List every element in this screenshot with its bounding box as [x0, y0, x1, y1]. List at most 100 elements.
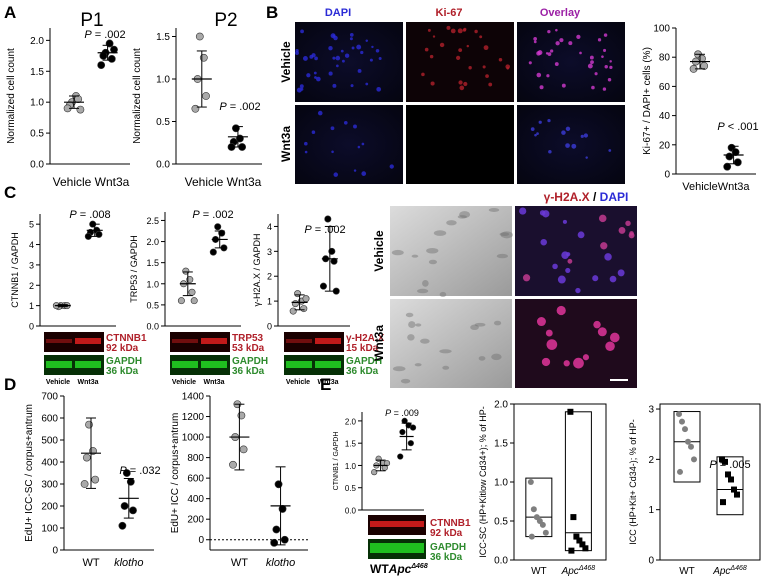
row-label-vehicle-b: Vehicle	[279, 41, 293, 83]
data-point	[682, 426, 688, 433]
lane-labels-e: WTApcΔ468	[370, 562, 428, 576]
dic-cell	[439, 291, 447, 298]
nucleus	[536, 72, 542, 78]
y-tick-label: 2.0	[494, 400, 508, 411]
nucleus	[317, 110, 323, 116]
panel-label-a: A	[4, 3, 16, 22]
lane-label: Vehicle	[172, 379, 196, 386]
data-point	[725, 152, 734, 161]
image-gh2ax-vehicle	[515, 206, 637, 296]
image-gh2ax-wnt3a	[515, 299, 637, 388]
data-point	[677, 468, 683, 475]
nucleus	[603, 33, 608, 37]
data-point	[129, 506, 137, 515]
data-point	[409, 424, 417, 431]
box	[673, 411, 701, 483]
nucleus	[533, 40, 537, 44]
data-point	[177, 297, 185, 305]
nucleus	[498, 58, 503, 62]
y-tick-label: 200	[187, 515, 204, 526]
image-ki67-wnt3a	[406, 105, 514, 184]
blot-protein-label: CTNNB1	[106, 333, 147, 344]
panel-label-b: B	[266, 3, 278, 22]
y-tick-label: 0.0	[30, 160, 44, 171]
image-header-c: γ-H2A.X / DAPI	[544, 190, 629, 204]
data-point	[300, 305, 308, 313]
nucleus	[600, 242, 608, 250]
y-tick-label: 1.0	[494, 478, 508, 489]
nucleus	[328, 45, 333, 51]
data-point	[229, 460, 237, 469]
x-tick-label: WT	[231, 557, 248, 569]
blot-lane	[172, 361, 198, 368]
y-tick-label: 0.5	[156, 117, 170, 128]
blot-kda-label: 53 kDa	[232, 343, 265, 354]
data-point	[691, 456, 697, 463]
lane-label: Wnt3a	[204, 379, 225, 386]
y-tick-label: 1.5	[146, 258, 159, 268]
image-dic-wnt3a	[390, 299, 512, 388]
nucleus	[563, 360, 570, 367]
data-point	[676, 411, 682, 418]
nucleus	[466, 44, 470, 48]
nucleus	[522, 274, 531, 282]
nucleus	[548, 150, 552, 154]
chart-e-box-icc-sc: 0.0 0.5 1.0 1.5 2.0 ICC-SC (HP+Kitlow Cd34+);…	[478, 400, 607, 577]
data-point	[330, 257, 338, 265]
nucleus	[360, 50, 364, 55]
y-tick-label: 1000	[182, 433, 205, 444]
nucleus	[311, 130, 316, 134]
nucleus	[593, 320, 601, 329]
box	[716, 456, 744, 516]
nucleus	[299, 84, 304, 89]
image-overlay-wnt3a	[517, 105, 625, 184]
blot-band-green	[170, 355, 230, 375]
y-tick-label: 2	[29, 281, 34, 291]
nucleus	[617, 269, 625, 277]
y-tick-label: 2.0	[345, 417, 357, 426]
data-point	[401, 417, 408, 425]
data-point	[397, 453, 404, 460]
nucleus	[341, 59, 345, 63]
dic-cell	[496, 253, 508, 259]
nucleus	[457, 28, 463, 34]
y-tick-label: 0	[267, 322, 272, 332]
blot-lane	[46, 361, 72, 368]
data-point	[728, 476, 734, 483]
y-tick-label: 1200	[182, 412, 205, 423]
nucleus	[547, 52, 552, 56]
x-tick-label: Vehicle	[682, 181, 717, 193]
nucleus	[579, 51, 582, 55]
nucleus	[336, 64, 339, 68]
blot-gapdh-kda: 36 kDa	[346, 366, 379, 377]
nucleus	[333, 172, 339, 177]
lane-label: Wnt3a	[78, 379, 99, 386]
nucleus	[534, 133, 537, 137]
nucleus	[601, 55, 604, 58]
lane-label: Vehicle	[46, 379, 70, 386]
data-point	[195, 32, 204, 41]
data-point	[188, 288, 196, 296]
dic-cell	[400, 378, 411, 384]
microscopy-grid-c: γ-H2A.X / DAPI Vehicle Wnt3a	[372, 190, 637, 388]
nucleus	[424, 47, 429, 52]
dic-cell	[392, 366, 406, 372]
nucleus	[546, 74, 550, 78]
row-label-wnt3a-c: Wnt3a	[372, 325, 386, 361]
nucleus	[463, 81, 468, 87]
data-point	[720, 499, 726, 506]
channel-dapi-label: DAPI	[325, 7, 351, 19]
dic-cell	[478, 356, 486, 361]
image-ki67-vehicle	[406, 22, 514, 102]
nucleus	[561, 130, 566, 135]
nucleus	[537, 50, 543, 55]
nucleus	[573, 357, 584, 369]
data-point	[291, 300, 299, 308]
nucleus	[597, 327, 607, 337]
nucleus	[331, 150, 334, 154]
y-tick-label: 2.0	[146, 237, 159, 247]
nucleus	[547, 30, 551, 34]
blot-gapdh-label: GAPDH	[346, 356, 382, 367]
y-tick-label: 300	[41, 480, 58, 491]
data-point	[107, 55, 116, 63]
